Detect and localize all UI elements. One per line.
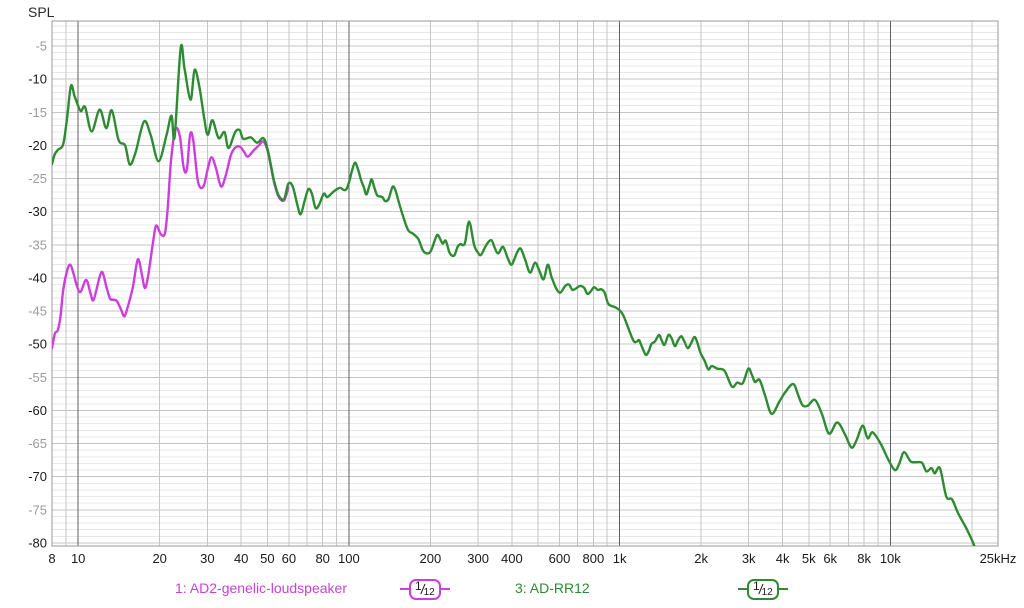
smoothing-denominator: 12	[423, 586, 435, 598]
trace-2	[52, 43, 976, 546]
x-tick-label: 60	[282, 551, 296, 566]
x-tick-label: 80	[315, 551, 329, 566]
x-tick-label: 30	[200, 551, 214, 566]
legend-smoothing-badge-1: 1/12	[400, 577, 450, 601]
y-tick-label: -10	[28, 72, 47, 87]
x-axis-tick-labels: 8 10 20 30 40 50 60 80 100 200 300 400 600 800 1k 2k 3k 4…	[48, 551, 1016, 566]
x-tick-label: 600	[549, 551, 571, 566]
smoothing-box-icon: 1/12	[747, 578, 779, 600]
x-tick-label: 100	[338, 551, 360, 566]
x-tick-label: 40	[234, 551, 248, 566]
x-tick-label: 6k	[823, 551, 837, 566]
x-tick-label: 8k	[857, 551, 871, 566]
x-tick-label: 10	[71, 551, 85, 566]
badge-right-line	[440, 588, 450, 590]
y-tick-label: -80	[28, 536, 47, 551]
x-tick-label: 3k	[742, 551, 756, 566]
badge-left-line	[400, 588, 409, 590]
y-tick-label: -50	[28, 337, 47, 352]
y-tick-label: -65	[28, 436, 47, 451]
smoothing-numerator: 1	[415, 579, 422, 593]
y-tick-label: -35	[28, 237, 47, 252]
y-tick-label: -75	[28, 502, 47, 517]
y-tick-label: -25	[28, 171, 47, 186]
x-tick-label: 5k	[802, 551, 816, 566]
traces	[52, 43, 976, 546]
y-tick-label: -5	[35, 39, 47, 54]
x-tick-label: 1k	[613, 551, 627, 566]
badge-left-line	[738, 588, 747, 590]
x-tick-label: 2k	[694, 551, 708, 566]
legend: 1: AD2-genelic-loudspeaker 1/12 3: AD-RR…	[0, 577, 1024, 603]
y-tick-label: -30	[28, 204, 47, 219]
y-tick-label: -40	[28, 270, 47, 285]
smoothing-numerator: 1	[753, 579, 760, 593]
badge-right-line	[778, 588, 788, 590]
y-tick-label: -15	[28, 105, 47, 120]
y-tick-label: -55	[28, 370, 47, 385]
y-tick-label: -45	[28, 304, 47, 319]
x-tick-label: 4k	[776, 551, 790, 566]
x-tick-label: 300	[467, 551, 489, 566]
trace-1	[52, 126, 290, 350]
legend-smoothing-badge-2: 1/12	[738, 577, 788, 601]
y-axis-title: SPL	[28, 4, 55, 20]
x-tick-label: 8	[48, 551, 55, 566]
y-tick-label: -60	[28, 403, 47, 418]
legend-label-1: 1: AD2-genelic-loudspeaker	[175, 580, 347, 596]
y-axis-tick-labels: -5 -10 -15 -20 -25 -30 -35 -40 -45 -50 -55 -60 -65 -7…	[28, 39, 47, 551]
x-tick-label: 10k	[880, 551, 901, 566]
plot-border	[51, 20, 999, 547]
smoothing-box-icon: 1/12	[409, 578, 441, 600]
x-tick-label: 50	[260, 551, 274, 566]
smoothing-denominator: 12	[761, 586, 773, 598]
gridlines	[52, 21, 998, 546]
y-tick-label: -20	[28, 138, 47, 153]
x-tick-label: 20	[152, 551, 166, 566]
x-tick-label: 25kHz	[980, 551, 1017, 566]
y-tick-label: -70	[28, 469, 47, 484]
x-tick-label: 400	[501, 551, 523, 566]
x-tick-label: 800	[583, 551, 605, 566]
x-tick-label: 200	[420, 551, 442, 566]
legend-label-2: 3: AD-RR12	[515, 580, 590, 596]
